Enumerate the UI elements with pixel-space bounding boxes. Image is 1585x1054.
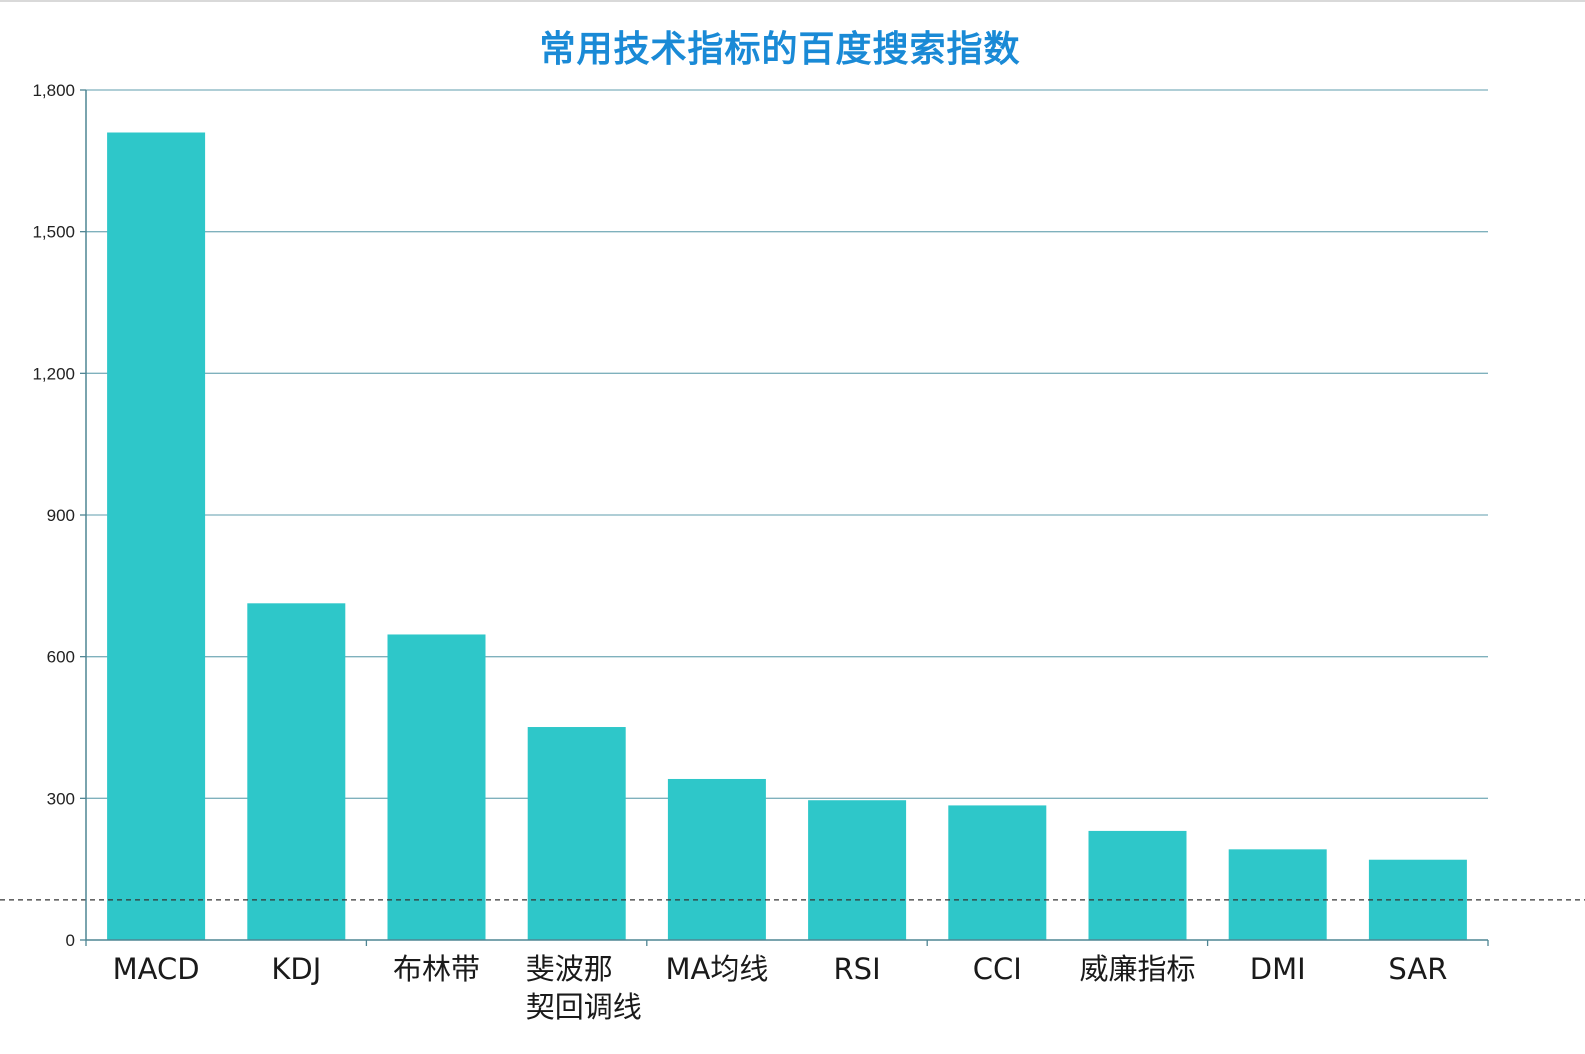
y-tick-labels: 0 300 600 900 1,200 1,500 1,800 xyxy=(32,81,75,950)
x-tick-label-3-line-1: 契回调线 xyxy=(526,990,642,1024)
bar-0 xyxy=(107,132,206,940)
bar-6 xyxy=(948,805,1047,940)
axes xyxy=(80,89,1489,946)
x-tick-label-6: CCI xyxy=(973,952,1022,986)
x-tick-label-8: DMI xyxy=(1250,952,1306,986)
y-tick-label-0: 0 xyxy=(66,931,75,950)
y-tick-label-3: 900 xyxy=(47,506,75,525)
y-tick-label-2: 600 xyxy=(47,648,75,667)
y-tick-label-4: 1,200 xyxy=(32,364,75,383)
chart-title: 常用技术指标的百度搜索指数 xyxy=(539,29,1021,70)
y-tick-label-5: 1,500 xyxy=(32,223,75,242)
y-tick-label-1: 300 xyxy=(47,789,75,808)
bar-8 xyxy=(1228,849,1327,940)
x-tick-label-9: SAR xyxy=(1388,952,1447,986)
top-border xyxy=(0,0,1585,2)
bars xyxy=(107,132,1467,940)
y-tick-label-6: 1,800 xyxy=(32,81,75,100)
x-tick-label-4: MA均线 xyxy=(665,952,768,986)
x-tick-label-0: MACD xyxy=(113,952,200,986)
bar-7 xyxy=(1088,830,1187,940)
x-tick-label-5: RSI xyxy=(834,952,881,986)
x-tick-label-7: 威廉指标 xyxy=(1079,952,1195,986)
x-tick-label-3-line-0: 斐波那 xyxy=(526,952,613,986)
bar-2 xyxy=(387,634,486,940)
bar-4 xyxy=(667,778,766,940)
bar-5 xyxy=(808,800,907,940)
bar-1 xyxy=(247,603,346,940)
bar-3 xyxy=(527,727,626,940)
x-tick-label-2: 布林带 xyxy=(393,952,480,986)
x-tick-label-1: KDJ xyxy=(271,952,321,986)
